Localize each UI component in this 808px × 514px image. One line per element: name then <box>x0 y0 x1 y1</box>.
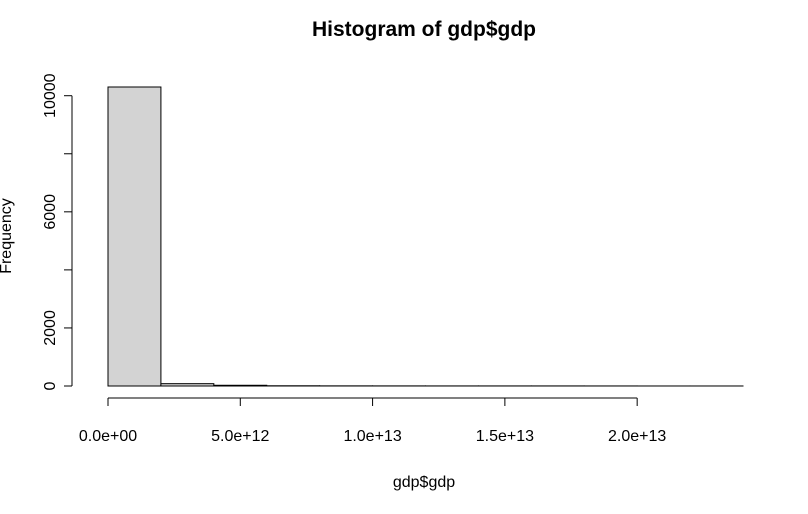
y-tick-label: 2000 <box>42 310 59 346</box>
x-tick-label: 2.0e+13 <box>608 428 666 445</box>
x-axis: 0.0e+00 5.0e+12 1.0e+13 1.5e+13 2.0e+13 <box>79 398 667 445</box>
chart-title: Histogram of gdp$gdp <box>312 18 536 41</box>
y-axis: 0 2000 6000 10000 <box>42 73 72 390</box>
histogram-bar <box>214 385 267 386</box>
histogram-bar <box>161 384 214 386</box>
x-tick-label: 0.0e+00 <box>79 428 137 445</box>
y-tick-label: 6000 <box>42 194 59 230</box>
x-tick-label: 1.0e+13 <box>343 428 401 445</box>
x-axis-label: gdp$gdp <box>393 474 455 491</box>
y-tick-label: 10000 <box>42 73 59 118</box>
x-tick-label: 5.0e+12 <box>211 428 269 445</box>
bars-group <box>108 87 743 386</box>
y-tick-label: 0 <box>42 381 59 390</box>
y-axis-label: Frequency <box>0 198 15 274</box>
histogram-bar <box>108 87 161 386</box>
x-tick-label: 1.5e+13 <box>476 428 534 445</box>
